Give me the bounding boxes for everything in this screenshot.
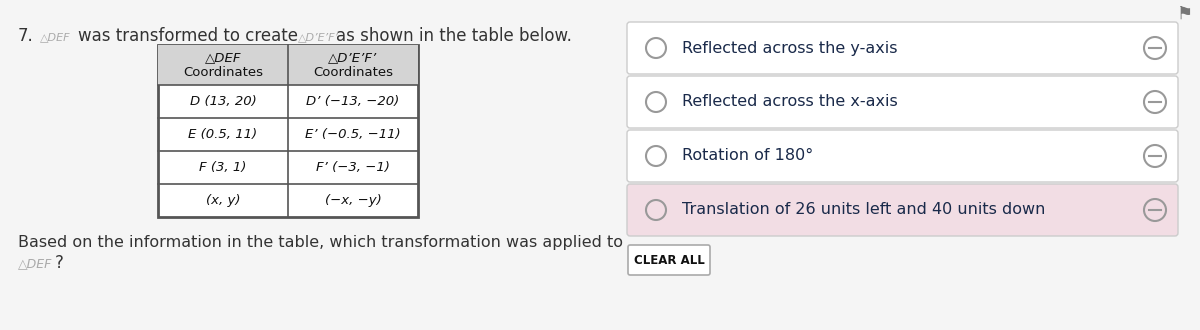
- Text: △DEF: △DEF: [40, 32, 71, 42]
- FancyBboxPatch shape: [628, 184, 1178, 236]
- Text: CLEAR ALL: CLEAR ALL: [634, 253, 704, 267]
- Text: Reflected across the x-axis: Reflected across the x-axis: [682, 94, 898, 110]
- Bar: [158, 45, 418, 85]
- Text: F’ (−3, −1): F’ (−3, −1): [316, 161, 390, 174]
- FancyBboxPatch shape: [628, 22, 1178, 74]
- Text: F (3, 1): F (3, 1): [199, 161, 247, 174]
- Text: Translation of 26 units left and 40 units down: Translation of 26 units left and 40 unit…: [682, 203, 1045, 217]
- Text: (x, y): (x, y): [205, 194, 240, 207]
- Bar: [158, 45, 418, 217]
- FancyBboxPatch shape: [628, 76, 1178, 128]
- Text: Rotation of 180°: Rotation of 180°: [682, 148, 814, 163]
- Text: as shown in the table below.: as shown in the table below.: [336, 27, 572, 45]
- Text: ?: ?: [55, 254, 64, 272]
- Text: Reflected across the y-axis: Reflected across the y-axis: [682, 41, 898, 55]
- Text: E’ (−0.5, −11): E’ (−0.5, −11): [305, 128, 401, 141]
- Text: △DEF: △DEF: [18, 257, 53, 270]
- Text: Coordinates: Coordinates: [182, 67, 263, 80]
- FancyBboxPatch shape: [628, 245, 710, 275]
- Text: D’ (−13, −20): D’ (−13, −20): [306, 95, 400, 108]
- Text: was transformed to create: was transformed to create: [78, 27, 298, 45]
- Text: 7.: 7.: [18, 27, 34, 45]
- Text: D (13, 20): D (13, 20): [190, 95, 257, 108]
- Text: Coordinates: Coordinates: [313, 67, 394, 80]
- Text: Based on the information in the table, which transformation was applied to: Based on the information in the table, w…: [18, 235, 623, 250]
- Text: (−x, −y): (−x, −y): [325, 194, 382, 207]
- Text: ⚑: ⚑: [1177, 5, 1193, 23]
- Text: △D’E’F’: △D’E’F’: [329, 51, 378, 64]
- Text: △DEF: △DEF: [205, 51, 241, 64]
- FancyBboxPatch shape: [628, 130, 1178, 182]
- Text: △D’E’F’: △D’E’F’: [298, 32, 340, 42]
- Text: E (0.5, 11): E (0.5, 11): [188, 128, 258, 141]
